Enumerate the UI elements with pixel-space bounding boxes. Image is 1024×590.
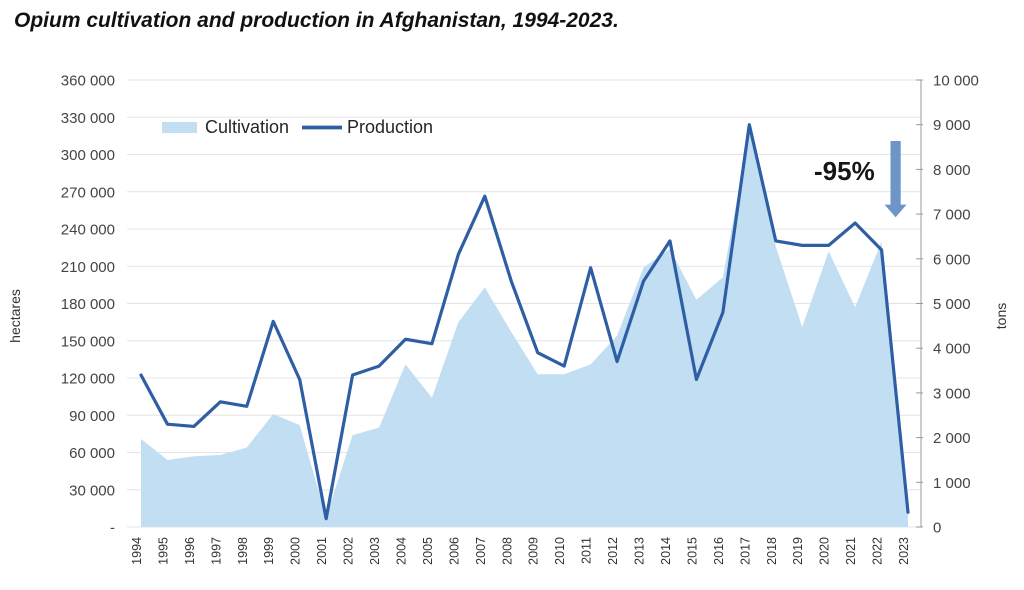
svg-text:2019: 2019 bbox=[791, 537, 805, 565]
svg-text:2008: 2008 bbox=[500, 537, 514, 565]
svg-text:2005: 2005 bbox=[421, 537, 435, 565]
svg-text:2018: 2018 bbox=[765, 537, 779, 565]
svg-text:1997: 1997 bbox=[209, 537, 223, 565]
svg-text:2009: 2009 bbox=[527, 537, 541, 565]
svg-text:-: - bbox=[110, 520, 115, 537]
svg-text:330 000: 330 000 bbox=[61, 110, 115, 127]
svg-text:2015: 2015 bbox=[685, 537, 699, 565]
svg-text:2001: 2001 bbox=[315, 537, 329, 565]
svg-text:300 000: 300 000 bbox=[61, 147, 115, 164]
svg-text:2006: 2006 bbox=[447, 537, 461, 565]
svg-text:1994: 1994 bbox=[130, 537, 144, 565]
svg-text:2007: 2007 bbox=[474, 537, 488, 565]
svg-text:Cultivation: Cultivation bbox=[205, 117, 289, 137]
svg-text:2017: 2017 bbox=[738, 537, 752, 565]
svg-text:2010: 2010 bbox=[553, 537, 567, 565]
svg-text:270 000: 270 000 bbox=[61, 184, 115, 201]
svg-text:150 000: 150 000 bbox=[61, 333, 115, 350]
svg-text:2016: 2016 bbox=[712, 537, 726, 565]
svg-text:0: 0 bbox=[933, 520, 941, 537]
svg-text:2013: 2013 bbox=[633, 537, 647, 565]
svg-text:1998: 1998 bbox=[236, 537, 250, 565]
svg-text:7 000: 7 000 bbox=[933, 207, 971, 224]
svg-text:360 000: 360 000 bbox=[61, 73, 115, 90]
svg-text:2000: 2000 bbox=[289, 537, 303, 565]
svg-text:2012: 2012 bbox=[606, 537, 620, 565]
svg-text:2011: 2011 bbox=[580, 537, 594, 564]
svg-text:6 000: 6 000 bbox=[933, 251, 971, 268]
svg-text:1996: 1996 bbox=[183, 537, 197, 565]
svg-text:tons: tons bbox=[993, 303, 1009, 329]
svg-text:2022: 2022 bbox=[871, 537, 885, 565]
svg-text:10 000: 10 000 bbox=[933, 73, 979, 90]
svg-text:Production: Production bbox=[347, 117, 433, 137]
svg-text:1 000: 1 000 bbox=[933, 475, 971, 492]
svg-text:240 000: 240 000 bbox=[61, 222, 115, 239]
svg-text:2 000: 2 000 bbox=[933, 430, 971, 447]
svg-text:3 000: 3 000 bbox=[933, 385, 971, 402]
svg-text:9 000: 9 000 bbox=[933, 117, 971, 134]
svg-text:210 000: 210 000 bbox=[61, 259, 115, 276]
svg-text:2021: 2021 bbox=[844, 537, 858, 565]
svg-text:120 000: 120 000 bbox=[61, 371, 115, 388]
svg-text:90 000: 90 000 bbox=[69, 408, 115, 425]
svg-text:hectares: hectares bbox=[7, 289, 23, 343]
svg-text:30 000: 30 000 bbox=[69, 482, 115, 499]
svg-text:60 000: 60 000 bbox=[69, 445, 115, 462]
svg-text:2020: 2020 bbox=[818, 537, 832, 565]
svg-text:2002: 2002 bbox=[342, 537, 356, 565]
svg-text:1995: 1995 bbox=[156, 537, 170, 565]
svg-text:2003: 2003 bbox=[368, 537, 382, 565]
svg-text:2023: 2023 bbox=[897, 537, 911, 565]
svg-text:2014: 2014 bbox=[659, 537, 673, 565]
svg-text:8 000: 8 000 bbox=[933, 162, 971, 179]
svg-text:5 000: 5 000 bbox=[933, 296, 971, 313]
svg-text:4 000: 4 000 bbox=[933, 341, 971, 358]
svg-text:180 000: 180 000 bbox=[61, 296, 115, 313]
svg-text:2004: 2004 bbox=[394, 537, 408, 565]
svg-text:-95%: -95% bbox=[814, 156, 875, 186]
svg-text:1999: 1999 bbox=[262, 537, 276, 565]
